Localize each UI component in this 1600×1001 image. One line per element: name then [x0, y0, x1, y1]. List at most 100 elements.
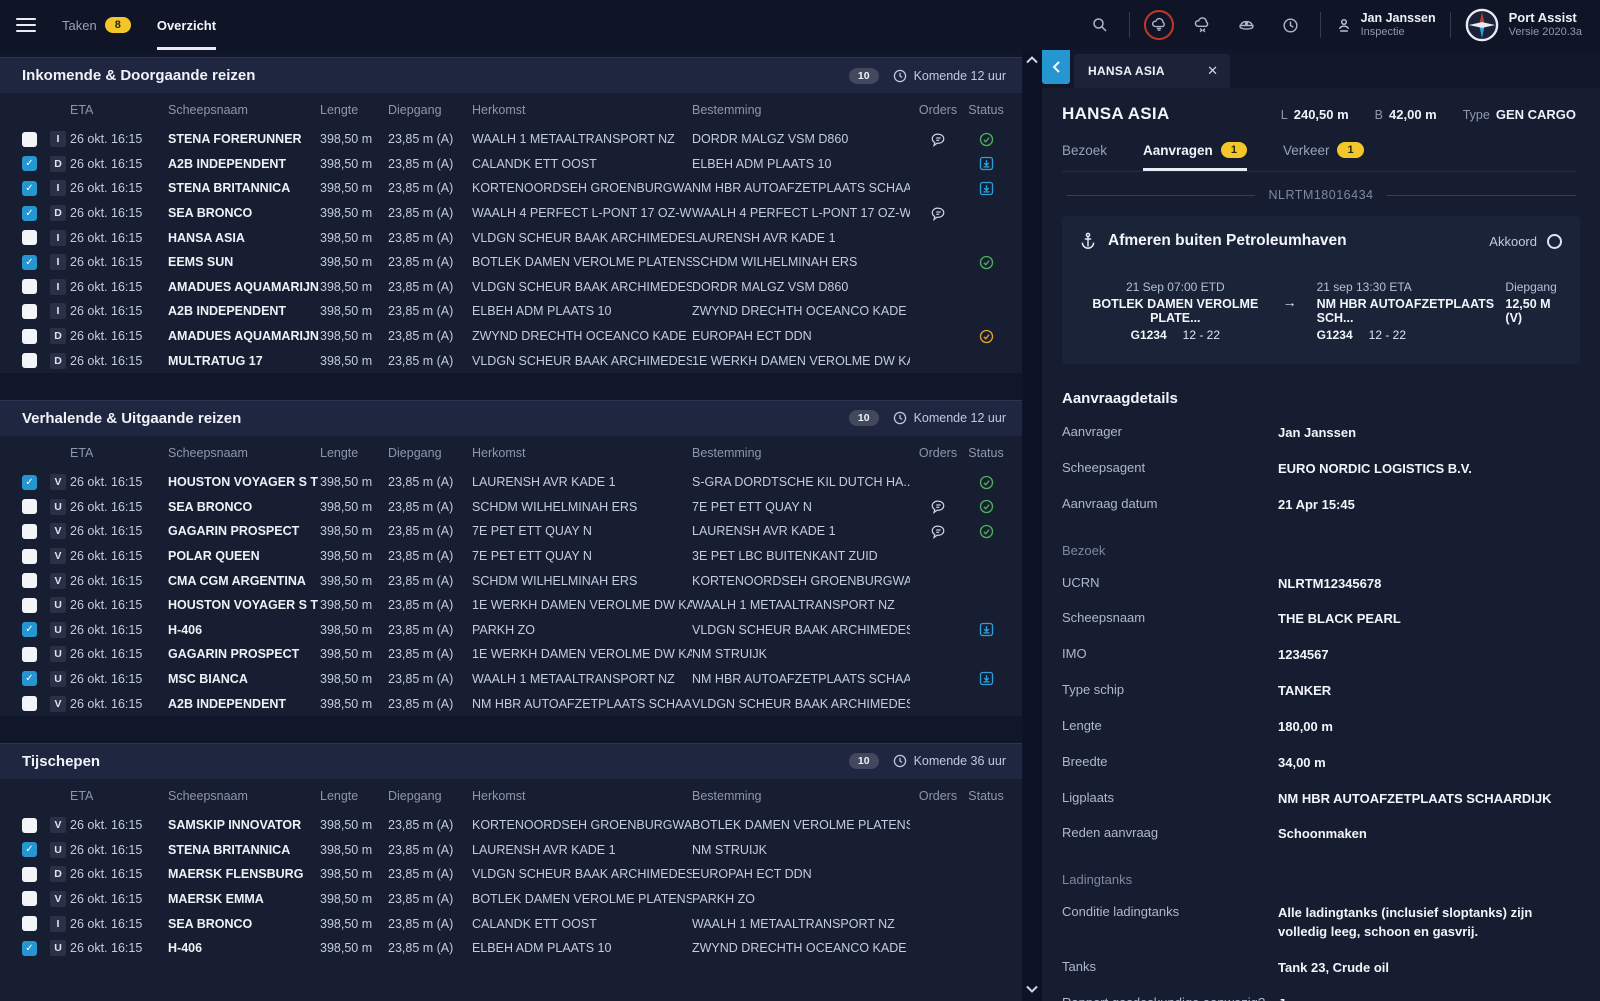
voyage-row[interactable]: V 26 okt. 16:15 GAGARIN PROSPECT 398,50 …	[0, 519, 1022, 544]
origin-cell: WAALH 4 PERFECT L-PONT 17 OZ-WZ	[472, 206, 692, 221]
row-checkbox[interactable]	[22, 353, 37, 369]
voyage-row[interactable]: V 26 okt. 16:15 A2B INDEPENDENT 398,50 m…	[0, 691, 1022, 716]
voyage-row[interactable]: ✓ I 26 okt. 16:15 STENA BRITANNICA 398,5…	[0, 176, 1022, 201]
row-checkbox[interactable]	[22, 548, 37, 564]
row-checkbox[interactable]: ✓	[22, 622, 37, 638]
origin-cell: BOTLEK DAMEN VEROLME PLATENS...	[472, 255, 692, 270]
pilot-hat-icon[interactable]	[1232, 10, 1262, 40]
field-label: Tanks	[1062, 958, 1096, 974]
origin-cell: VLDGN SCHEUR BAAK ARCHIMEDES...	[472, 279, 692, 294]
close-icon[interactable]: ✕	[1207, 63, 1218, 78]
row-checkbox[interactable]: ✓	[22, 940, 37, 956]
voyage-row[interactable]: U 26 okt. 16:15 SEA BRONCO 398,50 m 23,8…	[0, 495, 1022, 520]
row-checkbox[interactable]	[22, 303, 37, 319]
row-checkbox[interactable]	[22, 597, 37, 613]
voyage-row[interactable]: I 26 okt. 16:15 STENA FORERUNNER 398,50 …	[0, 127, 1022, 152]
eta-cell: 26 okt. 16:15	[70, 598, 143, 613]
row-checkbox[interactable]: ✓	[22, 205, 37, 221]
row-checkbox[interactable]	[22, 230, 37, 246]
user-menu[interactable]: Jan Janssen Inspectie	[1335, 11, 1436, 38]
destination-cell: WAALH 4 PERFECT L-PONT 17 OZ-WZ	[692, 206, 910, 221]
destination-cell: WAALH 1 METAALTRANSPORT NZ	[692, 916, 895, 931]
row-checkbox[interactable]: ✓	[22, 156, 37, 172]
panel-back-button[interactable]	[1042, 50, 1070, 84]
scroll-down-icon[interactable]	[1026, 985, 1038, 993]
origin-cell: 1E WERKH DAMEN VEROLME DW KA...	[472, 598, 692, 613]
voyage-row[interactable]: ✓ V 26 okt. 16:15 HOUSTON VOYAGER S T 39…	[0, 470, 1022, 495]
menu-icon[interactable]	[16, 18, 36, 32]
taken-label: Taken	[62, 17, 97, 33]
voyage-row[interactable]: I 26 okt. 16:15 A2B INDEPENDENT 398,50 m…	[0, 299, 1022, 324]
length-cell: 398,50 m	[320, 255, 373, 270]
journey-summary: 21 Sep 07:00 ETD BOTLEK DAMEN VEROLME PL…	[1080, 280, 1562, 342]
voyage-row[interactable]: D 26 okt. 16:15 MAERSK FLENSBURG 398,50 …	[0, 862, 1022, 887]
length-cell: 398,50 m	[320, 647, 373, 662]
row-checkbox[interactable]: ✓	[22, 180, 37, 196]
row-checkbox[interactable]: ✓	[22, 254, 37, 270]
voyage-row[interactable]: V 26 okt. 16:15 POLAR QUEEN 398,50 m 23,…	[0, 544, 1022, 569]
draught-cell: 23,85 m (A)	[388, 671, 454, 686]
panel-tab-aanvragen[interactable]: Aanvragen 1	[1143, 142, 1247, 171]
row-checkbox[interactable]	[22, 817, 37, 833]
eta-cell: 26 okt. 16:15	[70, 181, 143, 196]
voyage-row[interactable]: I 26 okt. 16:15 SEA BRONCO 398,50 m 23,8…	[0, 911, 1022, 936]
voyage-row[interactable]: ✓ I 26 okt. 16:15 EEMS SUN 398,50 m 23,8…	[0, 250, 1022, 275]
row-checkbox[interactable]	[22, 646, 37, 662]
row-checkbox[interactable]: ✓	[22, 842, 37, 858]
voyage-row[interactable]: D 26 okt. 16:15 MULTRATUG 17 398,50 m 23…	[0, 348, 1022, 373]
voyage-row[interactable]: I 26 okt. 16:15 AMADUES AQUAMARIJN 398,5…	[0, 275, 1022, 300]
row-checkbox[interactable]: ✓	[22, 671, 37, 687]
voyage-row[interactable]: V 26 okt. 16:15 CMA CGM ARGENTINA 398,50…	[0, 568, 1022, 593]
voyage-type-badge: V	[50, 817, 66, 834]
clock-icon	[893, 755, 906, 768]
row-checkbox[interactable]	[22, 891, 37, 907]
akkoord-radio[interactable]	[1547, 233, 1562, 249]
row-checkbox[interactable]	[22, 916, 37, 932]
voyage-row[interactable]: D 26 okt. 16:15 AMADUES AQUAMARIJN 398,5…	[0, 324, 1022, 349]
field-value: Schoonmaken	[1278, 826, 1367, 842]
row-checkbox[interactable]	[22, 866, 37, 882]
voyage-row[interactable]: ✓ U 26 okt. 16:15 H-406 398,50 m 23,85 m…	[0, 618, 1022, 643]
status-cell	[966, 181, 1006, 196]
cloud-sync-icon[interactable]	[1188, 10, 1218, 40]
origin-cell: VLDGN SCHEUR BAAK ARCHIMEDES...	[472, 353, 692, 368]
nav-overzicht[interactable]: Overzicht	[156, 0, 217, 50]
reference-divider: NLRTM18016434	[1066, 188, 1576, 202]
row-checkbox[interactable]	[22, 279, 37, 295]
row-checkbox[interactable]	[22, 131, 37, 147]
panel-tab-bezoek[interactable]: Bezoek	[1062, 142, 1108, 158]
voyage-row[interactable]: ✓ U 26 okt. 16:15 H-406 398,50 m 23,85 m…	[0, 936, 1022, 961]
field-label: Lengte	[1062, 717, 1102, 733]
scroll-up-icon[interactable]	[1026, 56, 1038, 64]
row-checkbox[interactable]	[22, 696, 37, 712]
main-scrollbar[interactable]	[1022, 50, 1042, 1001]
app-version: Versie 2020.3a	[1508, 26, 1582, 39]
ship-name-cell: HOUSTON VOYAGER S T	[168, 475, 319, 490]
voyage-row[interactable]: ✓ D 26 okt. 16:15 A2B INDEPENDENT 398,50…	[0, 152, 1022, 177]
field-value: Jan Janssen	[1278, 425, 1357, 440]
field-label: UCRN	[1062, 574, 1100, 590]
ship-name-cell: STENA BRITANNICA	[168, 181, 291, 196]
voyage-row[interactable]: V 26 okt. 16:15 SAMSKIP INNOVATOR 398,50…	[0, 813, 1022, 838]
voyage-row[interactable]: ✓ U 26 okt. 16:15 MSC BIANCA 398,50 m 23…	[0, 667, 1022, 692]
history-clock-icon[interactable]	[1276, 10, 1306, 40]
row-checkbox[interactable]	[22, 523, 37, 539]
search-icon[interactable]	[1085, 10, 1115, 40]
voyage-row[interactable]: ✓ U 26 okt. 16:15 STENA BRITANNICA 398,5…	[0, 837, 1022, 862]
voyage-row[interactable]: U 26 okt. 16:15 HOUSTON VOYAGER S T 398,…	[0, 593, 1022, 618]
voyage-row[interactable]: V 26 okt. 16:15 MAERSK EMMA 398,50 m 23,…	[0, 887, 1022, 912]
origin-cell: KORTENOORDSEH GROENBURGWAL Z...	[472, 181, 692, 196]
row-checkbox[interactable]	[22, 573, 37, 589]
vessel-cloud-alert-icon[interactable]	[1143, 10, 1174, 40]
ship-detail-tab[interactable]: HANSA ASIA ✕	[1074, 54, 1230, 88]
row-checkbox[interactable]	[22, 499, 37, 515]
voyage-row[interactable]: ✓ D 26 okt. 16:15 SEA BRONCO 398,50 m 23…	[0, 201, 1022, 226]
panel-tab-verkeer[interactable]: Verkeer 1	[1283, 142, 1364, 171]
voyage-row[interactable]: U 26 okt. 16:15 GAGARIN PROSPECT 398,50 …	[0, 642, 1022, 667]
row-checkbox[interactable]	[22, 328, 37, 344]
voyage-row[interactable]: I 26 okt. 16:15 HANSA ASIA 398,50 m 23,8…	[0, 225, 1022, 250]
nav-taken[interactable]: Taken 8	[62, 0, 131, 50]
draught-cell: 23,85 m (A)	[388, 818, 454, 833]
row-checkbox[interactable]: ✓	[22, 474, 37, 490]
length-cell: 398,50 m	[320, 230, 373, 245]
